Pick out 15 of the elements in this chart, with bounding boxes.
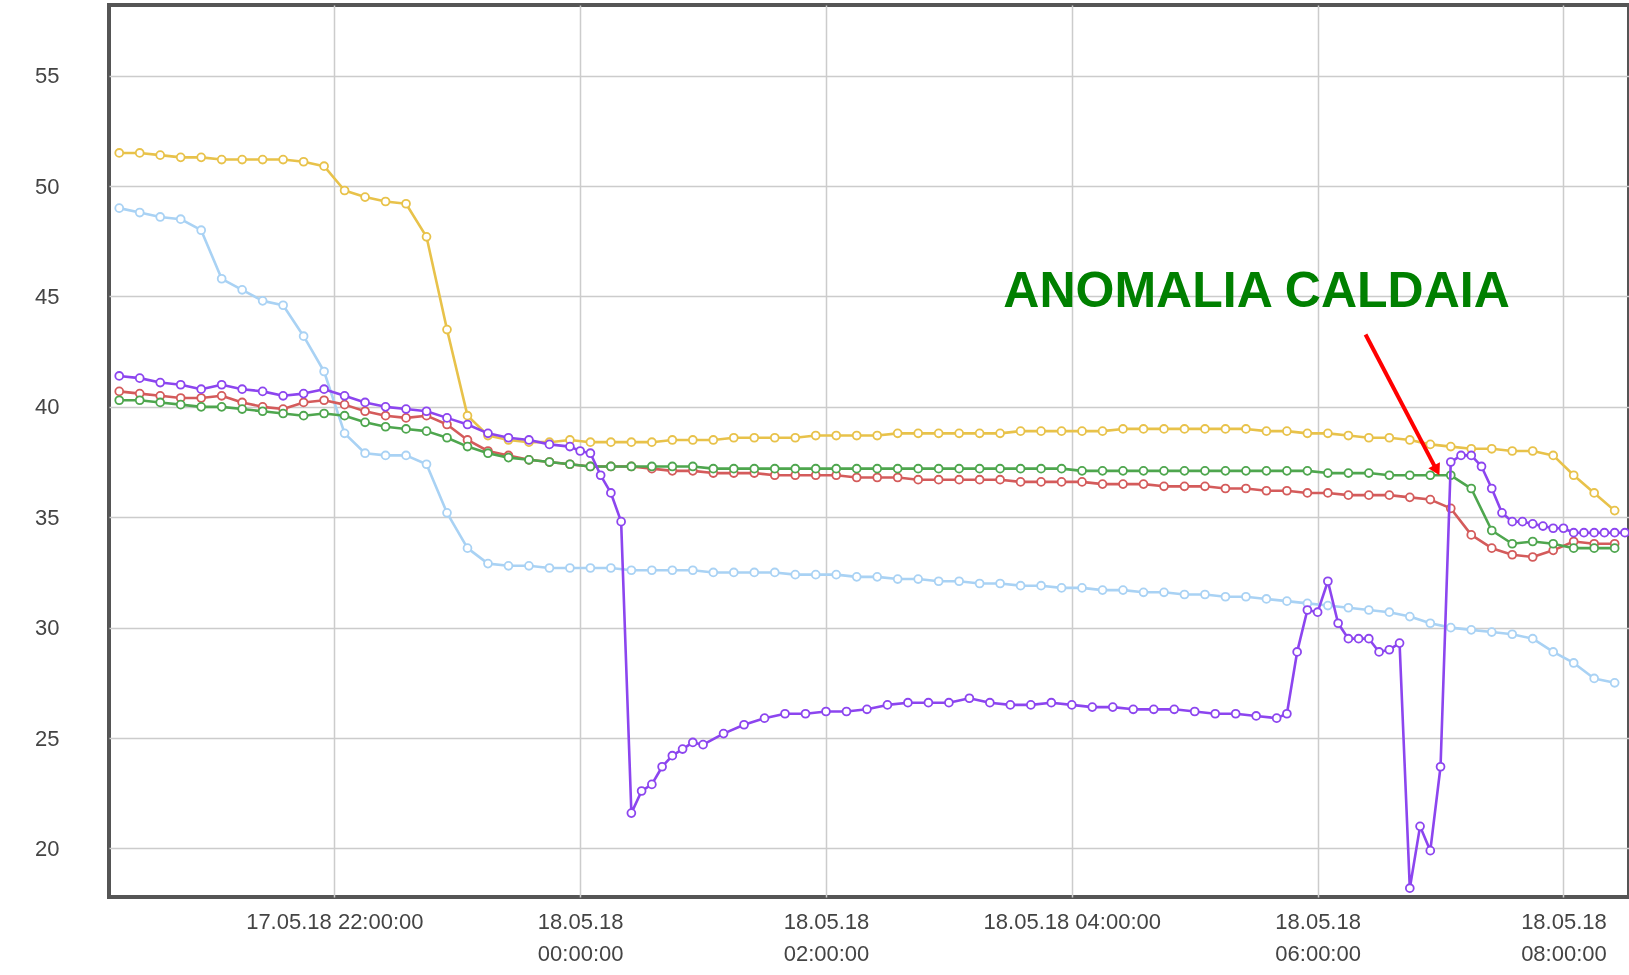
- y-tick-label: 40: [35, 394, 60, 420]
- y-tick-label: 55: [35, 63, 60, 89]
- y-tick-label: 20: [35, 835, 60, 861]
- y-tick-label: 50: [35, 173, 60, 199]
- x-tick-label: 18.05.18 08:00:00: [1521, 908, 1607, 966]
- x-tick-label: 18.05.18 06:00:00: [1275, 908, 1361, 966]
- annotation: ANOMALIA CALDAIA: [1003, 262, 1510, 319]
- y-tick-label: 45: [35, 283, 60, 309]
- x-tick-label: 18.05.18 00:00:00: [537, 908, 624, 966]
- x-tick-label: 17.05.18 22:00:00: [246, 908, 424, 934]
- y-tick-label: 35: [35, 504, 60, 530]
- y-tick-label: 30: [35, 615, 60, 641]
- x-tick-label: 18.05.18 02:00:00: [783, 908, 870, 966]
- y-tick-label: 25: [35, 725, 60, 751]
- x-tick-label: 18.05.18 04:00:00: [983, 908, 1161, 934]
